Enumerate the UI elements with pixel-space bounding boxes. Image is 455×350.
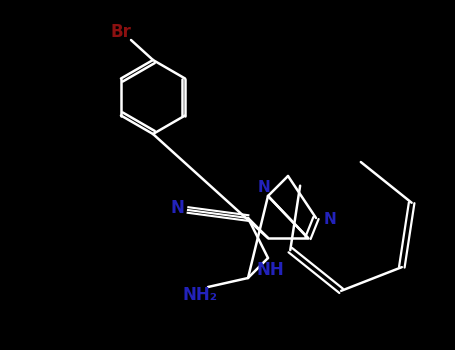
Text: NH₂: NH₂: [182, 286, 217, 304]
Text: N: N: [170, 199, 184, 217]
Text: N: N: [258, 181, 270, 196]
Text: Br: Br: [111, 23, 131, 41]
Text: N: N: [324, 212, 336, 228]
Text: NH: NH: [256, 261, 284, 279]
